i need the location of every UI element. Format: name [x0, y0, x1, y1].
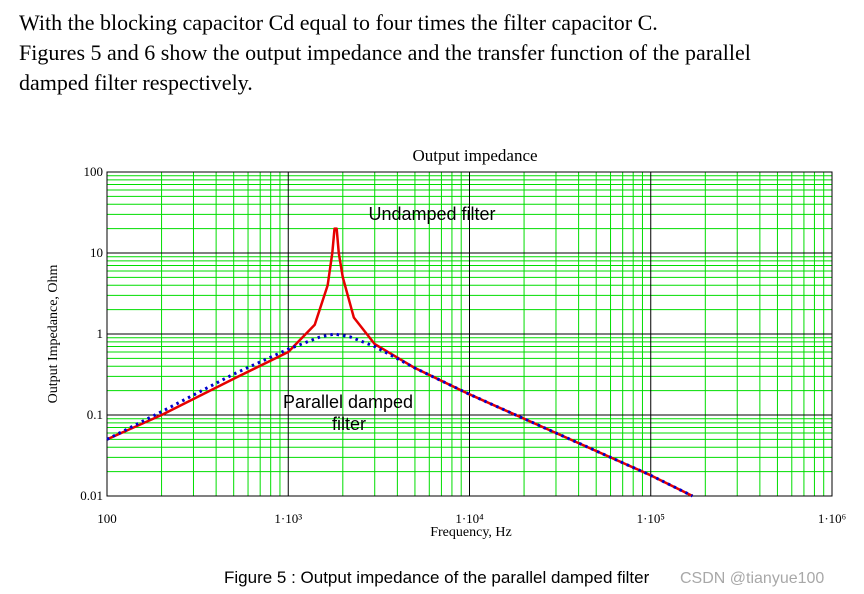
y-axis-label: Output Impedance, Ohm	[46, 264, 61, 403]
paragraph-line: With the blocking capacitor Cd equal to …	[19, 10, 658, 35]
annotation: Parallel damped	[283, 392, 413, 412]
series-line	[106, 227, 694, 498]
x-tick-label: 1·10⁵	[637, 511, 665, 526]
x-tick-label: 1·10⁶	[818, 511, 846, 526]
plot	[106, 171, 833, 498]
annotation: filter	[332, 414, 366, 434]
watermark: CSDN @tianyue100	[680, 570, 824, 587]
x-tick-label: 1·10³	[274, 511, 302, 526]
figure-caption: Figure 5 : Output impedance of the paral…	[224, 568, 650, 587]
y-tick-label: 100	[84, 164, 104, 179]
paragraph-line: Figures 5 and 6 show the output impedanc…	[19, 40, 751, 65]
chart-title: Output impedance	[412, 146, 537, 165]
x-tick-label: 100	[97, 511, 117, 526]
x-tick-label: 1·10⁴	[455, 511, 484, 526]
annotation: Undamped filter	[368, 204, 495, 224]
paragraph-line: damped filter respectively.	[19, 70, 253, 95]
x-axis-label: Frequency, Hz	[430, 525, 512, 540]
plot-frame	[106, 171, 833, 497]
series-line	[106, 332, 694, 498]
y-tick-label: 10	[90, 245, 103, 260]
y-tick-label: 0.01	[80, 488, 103, 503]
y-tick-label: 1	[97, 326, 104, 341]
y-tick-label: 0.1	[87, 407, 103, 422]
